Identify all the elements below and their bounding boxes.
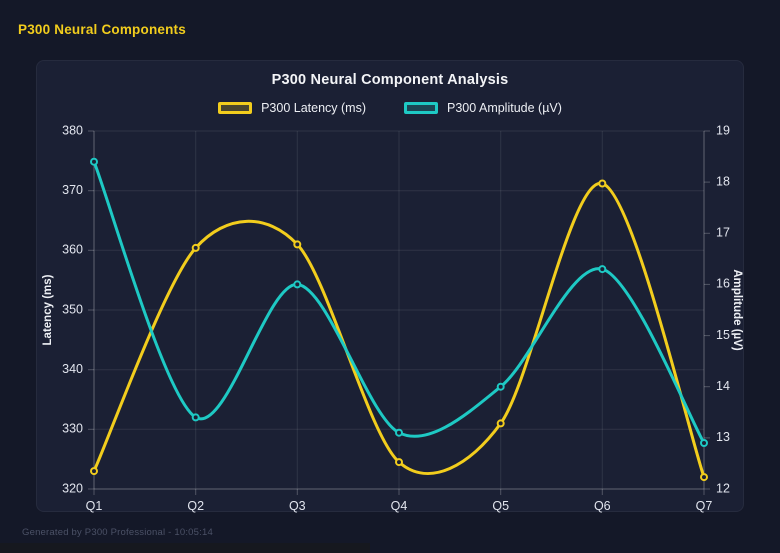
right-axis-title: Amplitude (µV) — [731, 269, 743, 351]
left-axis-tick-label: 380 — [62, 123, 83, 137]
latency-data-point[interactable] — [496, 419, 505, 428]
latency-data-point[interactable] — [700, 473, 708, 482]
legend-label: P300 Latency (ms) — [261, 101, 366, 115]
latency-data-point[interactable] — [191, 243, 200, 252]
legend-swatch-icon — [404, 102, 438, 114]
x-axis-label: Q4 — [391, 499, 408, 513]
right-axis-tick-label: 14 — [716, 379, 730, 393]
line-chart: 320 330 340 350 360 370 380 12 13 14 15 16 17 18 19 Q1 Q… — [42, 123, 743, 513]
chart-legend: P300 Latency (ms) P300 Amplitude (µV) — [37, 101, 743, 115]
bottom-strip — [0, 543, 370, 553]
amplitude-data-point[interactable] — [293, 280, 302, 289]
legend-swatch-icon — [218, 102, 253, 114]
left-axis-tick-label: 350 — [62, 302, 83, 316]
x-axis-label: Q5 — [492, 499, 509, 513]
left-axis-tick-label: 330 — [62, 422, 83, 436]
left-axis-tick-label: 320 — [62, 481, 83, 495]
latency-data-point[interactable] — [293, 240, 302, 249]
right-axis-tick-label: 17 — [716, 226, 730, 240]
x-axis-label: Q2 — [187, 499, 204, 513]
amplitude-data-point[interactable] — [90, 157, 98, 166]
amplitude-data-point[interactable] — [191, 413, 200, 422]
amplitude-data-point[interactable] — [598, 265, 607, 274]
x-axis-label: Q3 — [289, 499, 306, 513]
page-title: P300 Neural Components — [18, 22, 186, 37]
latency-data-point[interactable] — [90, 467, 98, 476]
x-axis-label: Q6 — [594, 499, 611, 513]
right-axis-tick-label: 15 — [716, 328, 730, 342]
latency-data-point[interactable] — [395, 458, 403, 467]
x-axis-label: Q7 — [696, 499, 713, 513]
right-axis-tick-label: 18 — [716, 174, 730, 188]
legend-item-amplitude[interactable]: P300 Amplitude (µV) — [404, 101, 562, 115]
legend-item-latency[interactable]: P300 Latency (ms) — [218, 101, 366, 115]
right-axis-tick-label: 19 — [716, 123, 730, 137]
left-axis-tick-label: 340 — [62, 362, 83, 376]
right-axis-tick-label: 12 — [716, 481, 730, 495]
chart-card: 320 330 340 350 360 370 380 12 13 14 15 16 17 18 19 Q1 Q… — [36, 60, 744, 513]
chart-title: P300 Neural Component Analysis — [271, 72, 509, 88]
footer-status-text: Generated by P300 Professional - 10:05:1… — [22, 527, 213, 538]
amplitude-data-point[interactable] — [496, 382, 505, 391]
x-axis-label: Q1 — [86, 499, 103, 513]
amplitude-data-point[interactable] — [395, 428, 403, 437]
right-axis-tick-label: 16 — [716, 277, 730, 291]
right-axis-tick-label: 13 — [716, 430, 730, 444]
legend-label: P300 Amplitude (µV) — [447, 101, 562, 115]
left-axis-tick-label: 370 — [62, 183, 83, 197]
amplitude-data-point[interactable] — [700, 439, 708, 447]
left-axis-tick-label: 360 — [62, 243, 83, 257]
latency-data-point[interactable] — [598, 179, 607, 188]
left-axis-title: Latency (ms) — [42, 274, 54, 345]
